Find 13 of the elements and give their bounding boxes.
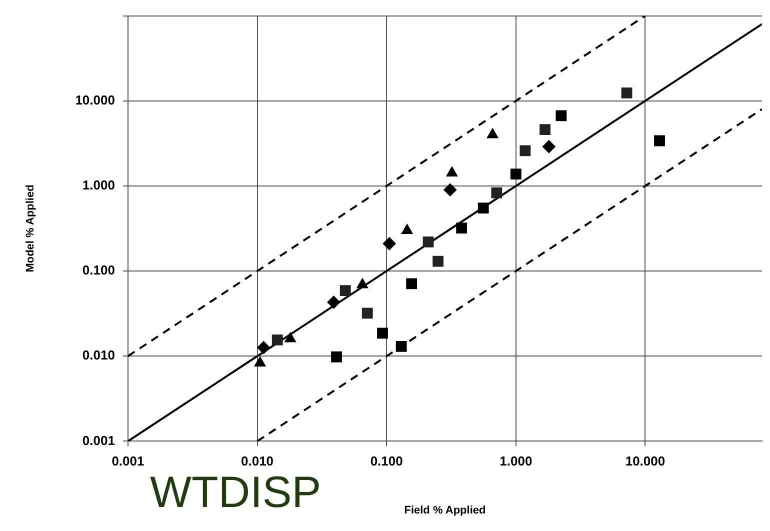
y-tick-label: 10.000: [75, 92, 115, 108]
y-axis-title: Model % Applied: [24, 184, 37, 272]
y-tick-label: 0.100: [82, 262, 115, 278]
y-tick-label: 0.001: [82, 432, 115, 448]
x-tick-label: 1.000: [500, 454, 532, 469]
text: WTDISP: [150, 468, 322, 518]
x-tick-label: 0.010: [241, 454, 274, 469]
y-tick-label: 0.010: [82, 348, 115, 363]
x-tick-label: 0.001: [112, 454, 144, 469]
x-tick-label: 0.100: [370, 454, 403, 469]
x-tick-label: 10.000: [625, 454, 666, 469]
y-tick-label: 1.000: [82, 178, 115, 193]
x-axis-title: Field % Applied: [404, 504, 486, 516]
